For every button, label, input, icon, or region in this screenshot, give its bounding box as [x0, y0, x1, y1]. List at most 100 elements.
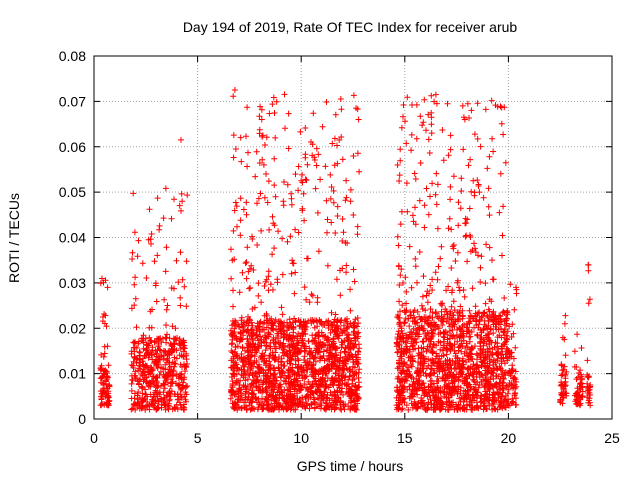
data-point — [428, 114, 435, 121]
data-point — [585, 385, 592, 392]
y-tick-label: 0.04 — [59, 230, 86, 246]
data-point — [312, 317, 318, 324]
data-point — [308, 401, 315, 408]
data-point — [136, 394, 143, 401]
data-point — [311, 396, 318, 403]
data-point — [562, 312, 569, 319]
data-point — [335, 372, 342, 379]
data-point — [237, 386, 243, 393]
data-point — [489, 370, 496, 377]
data-point — [340, 229, 347, 236]
data-point — [484, 312, 490, 319]
data-point — [466, 115, 472, 121]
data-point — [180, 379, 187, 386]
data-point — [179, 198, 186, 205]
data-point — [306, 299, 313, 306]
data-point — [324, 216, 331, 223]
data-point — [432, 191, 439, 198]
data-point — [242, 361, 249, 367]
data-point — [180, 403, 187, 410]
data-point — [177, 361, 184, 368]
data-point — [301, 343, 308, 350]
data-point — [474, 135, 481, 142]
data-point — [182, 368, 188, 375]
data-point — [444, 363, 451, 370]
data-point — [482, 355, 489, 362]
data-point — [464, 100, 471, 107]
data-point — [325, 317, 332, 324]
data-point — [178, 136, 184, 143]
data-point — [309, 141, 316, 148]
data-point — [231, 207, 238, 214]
data-point — [404, 386, 411, 393]
data-point — [233, 388, 240, 395]
data-point — [507, 281, 514, 288]
data-point — [278, 304, 285, 311]
data-point — [503, 317, 509, 324]
data-point — [280, 328, 287, 335]
data-point — [342, 353, 349, 360]
data-point — [328, 184, 335, 190]
data-point — [482, 106, 489, 113]
data-point — [429, 276, 436, 283]
data-point — [404, 367, 410, 374]
data-point — [131, 390, 138, 397]
data-point — [457, 205, 464, 212]
data-point — [471, 240, 477, 247]
data-point — [329, 360, 336, 367]
data-point — [243, 199, 250, 206]
data-point — [325, 336, 332, 343]
data-point — [455, 377, 462, 384]
data-point — [434, 276, 441, 283]
data-point — [466, 307, 473, 314]
data-point — [279, 235, 286, 242]
data-point — [240, 206, 247, 213]
data-point — [440, 315, 447, 322]
data-point — [498, 120, 505, 127]
data-point — [300, 342, 307, 349]
data-point — [247, 317, 254, 324]
data-point — [183, 384, 190, 391]
data-point — [466, 329, 473, 336]
data-point — [151, 381, 158, 387]
data-point — [284, 181, 291, 188]
data-point — [281, 377, 287, 384]
x-tick-label: 0 — [90, 430, 98, 446]
y-tick-label: 0.05 — [59, 184, 86, 200]
data-point — [307, 351, 313, 358]
data-point — [414, 400, 421, 407]
data-point — [235, 390, 242, 397]
data-point — [239, 336, 246, 343]
data-point — [485, 331, 492, 338]
data-point — [475, 181, 482, 188]
data-point — [256, 113, 263, 120]
data-point — [439, 322, 446, 328]
data-point — [437, 255, 444, 262]
axis-ticks: 0 5 10 15 20 25 0 0.01 0.02 0.03 0.04 0.05 0.06 0.07 0… — [59, 48, 620, 446]
data-point — [324, 229, 330, 236]
data-point — [284, 319, 290, 326]
data-point — [276, 354, 282, 360]
data-point — [343, 381, 350, 388]
data-point — [249, 352, 255, 358]
data-point — [279, 349, 286, 356]
data-point — [497, 170, 504, 177]
data-point — [240, 321, 247, 328]
data-point — [356, 168, 363, 175]
data-point — [295, 339, 302, 346]
data-point — [347, 186, 354, 193]
data-point — [273, 399, 280, 406]
data-point — [447, 358, 454, 365]
data-point — [152, 280, 159, 287]
data-point — [467, 248, 474, 255]
data-point — [279, 404, 285, 411]
data-point — [401, 371, 408, 377]
data-point — [448, 321, 455, 328]
data-point — [260, 372, 267, 379]
data-point — [265, 401, 271, 408]
data-point — [155, 343, 162, 350]
data-point — [183, 363, 189, 369]
data-point — [456, 333, 463, 340]
data-point — [182, 389, 189, 396]
